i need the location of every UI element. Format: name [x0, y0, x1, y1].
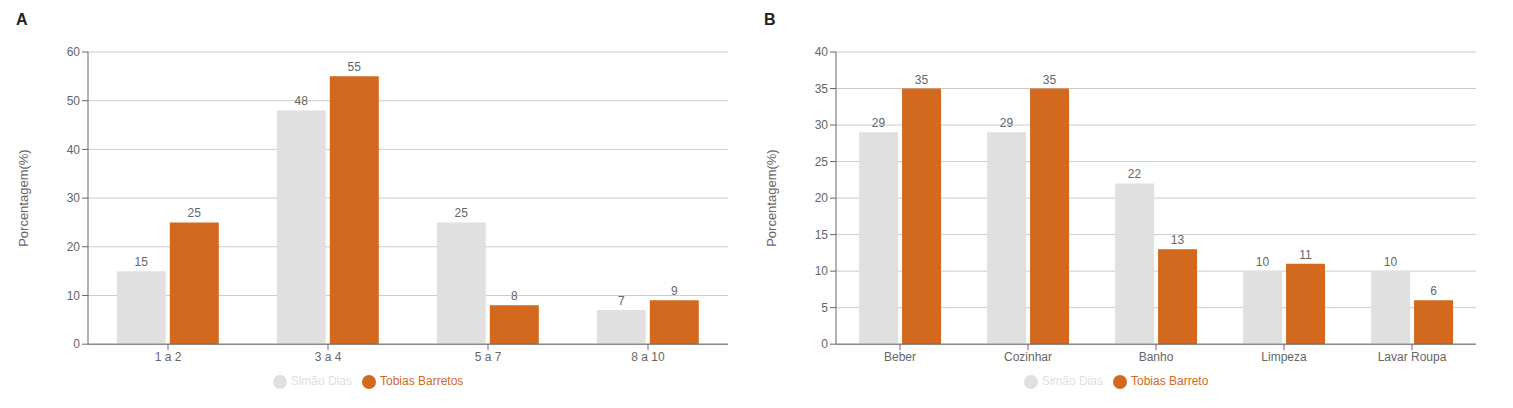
svg-text:25: 25 [815, 155, 829, 169]
svg-text:Lavar Roupa: Lavar Roupa [1378, 350, 1447, 364]
svg-text:40: 40 [815, 45, 829, 59]
svg-text:25: 25 [455, 206, 469, 220]
svg-text:10: 10 [67, 289, 81, 303]
svg-text:60: 60 [67, 45, 81, 59]
svg-text:48: 48 [295, 94, 309, 108]
svg-text:30: 30 [67, 191, 81, 205]
svg-text:5: 5 [821, 301, 828, 315]
svg-text:6: 6 [1430, 284, 1437, 298]
svg-text:35: 35 [815, 82, 829, 96]
svg-text:Banho: Banho [1139, 350, 1174, 364]
svg-text:9: 9 [671, 284, 678, 298]
html-text:Tobias Barreto: Tobias Barreto [1131, 374, 1209, 389]
svg-text:25: 25 [188, 206, 202, 220]
svg-text:Cozinhar: Cozinhar [1004, 350, 1052, 364]
svg-text:50: 50 [67, 94, 81, 108]
svg-text:13: 13 [1171, 233, 1185, 247]
svg-text:30: 30 [815, 118, 829, 132]
svg-text:15: 15 [135, 255, 149, 269]
html-text:Simão Dias: Simão Dias [1041, 374, 1103, 389]
html-text:B: B [764, 11, 776, 28]
svg-text:35: 35 [915, 73, 929, 87]
svg-text:10: 10 [815, 264, 829, 278]
svg-text:22: 22 [1128, 167, 1142, 181]
svg-text:10: 10 [1256, 255, 1270, 269]
html-text:Simão Dias: Simão Dias [290, 374, 352, 389]
svg-text:20: 20 [815, 191, 829, 205]
svg-text:Porcentagem(%): Porcentagem(%) [764, 149, 779, 247]
svg-text:8 a 10: 8 a 10 [631, 350, 665, 364]
svg-text:Porcentagem(%): Porcentagem(%) [16, 149, 31, 247]
svg-text:Limpeza: Limpeza [1261, 350, 1307, 364]
svg-text:10: 10 [1384, 255, 1398, 269]
svg-text:11: 11 [1299, 248, 1312, 262]
html-text:Tobias Barretos: Tobias Barretos [380, 374, 464, 389]
svg-text:0: 0 [821, 337, 828, 351]
svg-text:7: 7 [618, 294, 625, 308]
svg-text:55: 55 [348, 60, 362, 74]
svg-text:29: 29 [872, 116, 886, 130]
svg-text:3 a 4: 3 a 4 [315, 350, 342, 364]
svg-text:5 a 7: 5 a 7 [475, 350, 502, 364]
svg-text:Beber: Beber [884, 350, 916, 364]
svg-text:29: 29 [1000, 116, 1014, 130]
svg-text:0: 0 [73, 337, 80, 351]
svg-text:8: 8 [511, 289, 518, 303]
svg-text:40: 40 [67, 143, 81, 157]
html-text:A: A [16, 11, 28, 28]
svg-text:15: 15 [815, 228, 829, 242]
svg-text:35: 35 [1043, 73, 1057, 87]
svg-text:20: 20 [67, 240, 81, 254]
svg-text:1 a 2: 1 a 2 [155, 350, 182, 364]
